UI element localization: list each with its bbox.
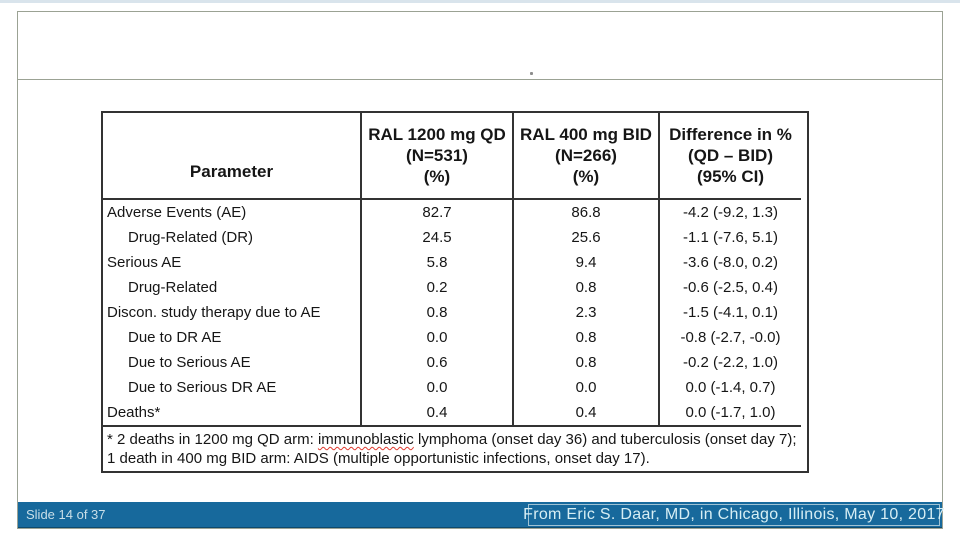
table-footnote: * 2 deaths in 1200 mg QD arm: immunoblas…	[103, 425, 801, 471]
footnote-text: lymphoma (onset day 36) and tuberculosis…	[107, 431, 797, 467]
column-header-bid: RAL 400 mg BID (N=266) (%)	[512, 113, 658, 200]
header-line: RAL 400 mg BID	[520, 125, 652, 144]
table-cell-diff: 0.0 (-1.4, 0.7)	[658, 375, 801, 400]
table-cell-qd: 0.0	[360, 375, 512, 400]
table-cell-qd: 0.2	[360, 275, 512, 300]
table-cell-bid: 0.0	[512, 375, 658, 400]
window-top-strip	[0, 0, 960, 3]
cursor-dot	[530, 72, 533, 75]
table-cell-qd: 0.6	[360, 350, 512, 375]
table-cell-bid: 0.8	[512, 325, 658, 350]
header-line: (N=531)	[406, 146, 468, 165]
table-cell-qd: 0.8	[360, 300, 512, 325]
header-line: (%)	[423, 167, 451, 186]
footnote-misspelled-word: immunoblastic	[317, 431, 414, 448]
attribution-box: From Eric S. Daar, MD, in Chicago, Illin…	[523, 504, 945, 526]
table-cell-qd: 0.4	[360, 400, 512, 425]
table-cell-parameter: Discon. study therapy due to AE	[107, 304, 321, 321]
table-cell-diff: 0.0 (-1.7, 1.0)	[658, 400, 801, 425]
table-cell-bid: 25.6	[512, 225, 658, 250]
table-cell-qd: 24.5	[360, 225, 512, 250]
header-label: Parameter	[189, 162, 274, 181]
column-header-parameter: Parameter	[103, 113, 360, 200]
table-cell-parameter: Deaths*	[107, 404, 161, 421]
table-cell-qd: 5.8	[360, 250, 512, 275]
column-header-qd: RAL 1200 mg QD (N=531) (%)	[360, 113, 512, 200]
table-cell-bid: 2.3	[512, 300, 658, 325]
footnote-text: * 2 deaths in 1200 mg QD arm:	[107, 431, 318, 448]
table-cell-diff: -4.2 (-9.2, 1.3)	[658, 200, 801, 225]
header-line: Difference in %	[669, 125, 792, 144]
table-cell-parameter: Serious AE	[107, 254, 182, 271]
table-cell-bid: 0.8	[512, 275, 658, 300]
table-cell-bid: 0.8	[512, 350, 658, 375]
slide-frame: Parameter RAL 1200 mg QD (N=531) (%) RAL…	[17, 11, 945, 529]
slide-title-placeholder	[18, 12, 942, 80]
slide-counter: Slide 14 of 37	[26, 507, 106, 522]
table-cell-diff: -3.6 (-8.0, 0.2)	[658, 250, 801, 275]
table-cell-parameter: Due to Serious AE	[128, 354, 251, 371]
header-line: (QD – BID)	[688, 146, 773, 165]
footer-bar: Slide 14 of 37 From Eric S. Daar, MD, in…	[18, 502, 945, 528]
table-cell-qd: 0.0	[360, 325, 512, 350]
column-header-difference: Difference in % (QD – BID) (95% CI)	[658, 113, 801, 200]
table-cell-parameter: Due to DR AE	[128, 329, 222, 346]
table-cell-diff: -0.6 (-2.5, 0.4)	[658, 275, 801, 300]
table-cell-diff: -1.1 (-7.6, 5.1)	[658, 225, 801, 250]
table-cell-diff: -0.2 (-2.2, 1.0)	[658, 350, 801, 375]
table-cell-diff: -0.8 (-2.7, -0.0)	[658, 325, 801, 350]
table-cell-bid: 9.4	[512, 250, 658, 275]
table-cell-parameter: Due to Serious DR AE	[128, 379, 277, 396]
table-cell-parameter: Drug-Related (DR)	[128, 229, 254, 246]
table-cell-bid: 0.4	[512, 400, 658, 425]
table-cell-qd: 82.7	[360, 200, 512, 225]
attribution-text: From Eric S. Daar, MD, in Chicago, Illin…	[523, 506, 945, 523]
table-cell-parameter: Drug-Related	[128, 279, 218, 296]
ae-table: Parameter RAL 1200 mg QD (N=531) (%) RAL…	[101, 111, 809, 473]
header-line: RAL 1200 mg QD	[368, 125, 506, 144]
header-line: (N=266)	[555, 146, 617, 165]
table-cell-parameter: Adverse Events (AE)	[107, 204, 247, 221]
table-cell-bid: 86.8	[512, 200, 658, 225]
header-line: (95% CI)	[696, 167, 765, 186]
header-line: (%)	[572, 167, 600, 186]
table-cell-diff: -1.5 (-4.1, 0.1)	[658, 300, 801, 325]
